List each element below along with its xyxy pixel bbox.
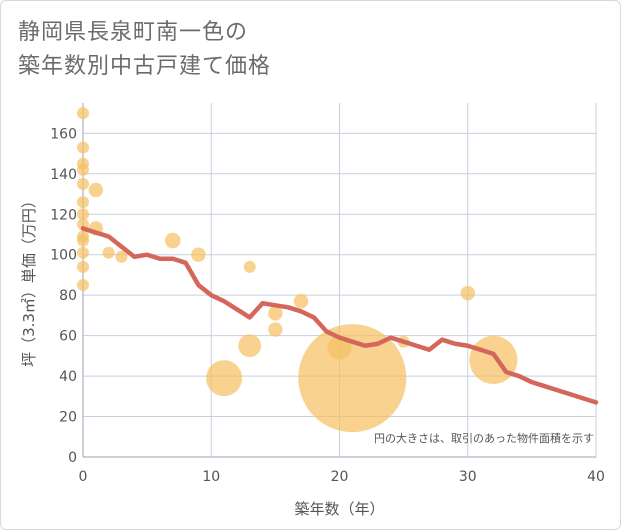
x-tick-label-0: 0 (79, 469, 88, 485)
chart-title: 静岡県長泉町南一色の 築年数別中古戸建て価格 (18, 16, 271, 84)
scatter-point-23 (268, 322, 283, 337)
scatter-point-26 (298, 324, 407, 433)
x-tick-label-20: 20 (331, 469, 349, 485)
scatter-point-24 (293, 294, 309, 309)
scatter-point-1 (77, 141, 89, 154)
scatter-point-9 (77, 234, 89, 247)
y-tick-label-0: 0 (68, 450, 77, 466)
x-tick-label-10: 10 (202, 469, 220, 485)
scatter-point-18 (191, 247, 206, 262)
scatter-point-22 (268, 306, 283, 321)
scatter-point-15 (102, 246, 115, 259)
scatter-point-3 (77, 163, 89, 176)
y-tick-label-140: 140 (50, 167, 77, 183)
chart-title-line-2: 築年数別中古戸建て価格 (18, 54, 272, 79)
bubble-size-note: 円の大きさは、取引のあった物件面積を示す (374, 431, 594, 445)
scatter-point-20 (243, 260, 256, 273)
y-tick-label-40: 40 (59, 369, 77, 385)
chart-title-line-1: 静岡県長泉町南一色の (18, 20, 249, 45)
scatter-point-29 (469, 335, 518, 384)
y-axis-label: 坪（3.3㎡）単価（万円） (20, 193, 38, 367)
scatter-point-12 (77, 279, 89, 292)
y-tick-label-160: 160 (50, 126, 77, 142)
scatter-point-0 (77, 107, 89, 120)
scatter-point-17 (164, 232, 181, 249)
x-tick-label-40: 40 (587, 469, 605, 485)
scatter-point-21 (238, 334, 262, 358)
scatter-point-19 (206, 360, 243, 397)
scatter-point-11 (77, 260, 89, 273)
y-tick-label-80: 80 (59, 288, 77, 304)
scatter-point-13 (88, 182, 104, 198)
x-axis-label: 築年数（年） (294, 500, 384, 518)
y-tick-label-20: 20 (59, 410, 77, 426)
scatter-point-10 (77, 246, 89, 259)
scatter-point-4 (77, 177, 89, 190)
average-price-line (80, 226, 599, 405)
x-tick-label-30: 30 (459, 469, 477, 485)
scatter-point-6 (77, 208, 89, 221)
scatter-point-16 (115, 250, 128, 263)
y-tick-label-100: 100 (50, 248, 77, 264)
scatter-point-5 (77, 196, 89, 209)
y-tick-label-60: 60 (59, 329, 77, 345)
y-tick-label-120: 120 (50, 207, 77, 223)
scatter-point-28 (460, 285, 475, 301)
